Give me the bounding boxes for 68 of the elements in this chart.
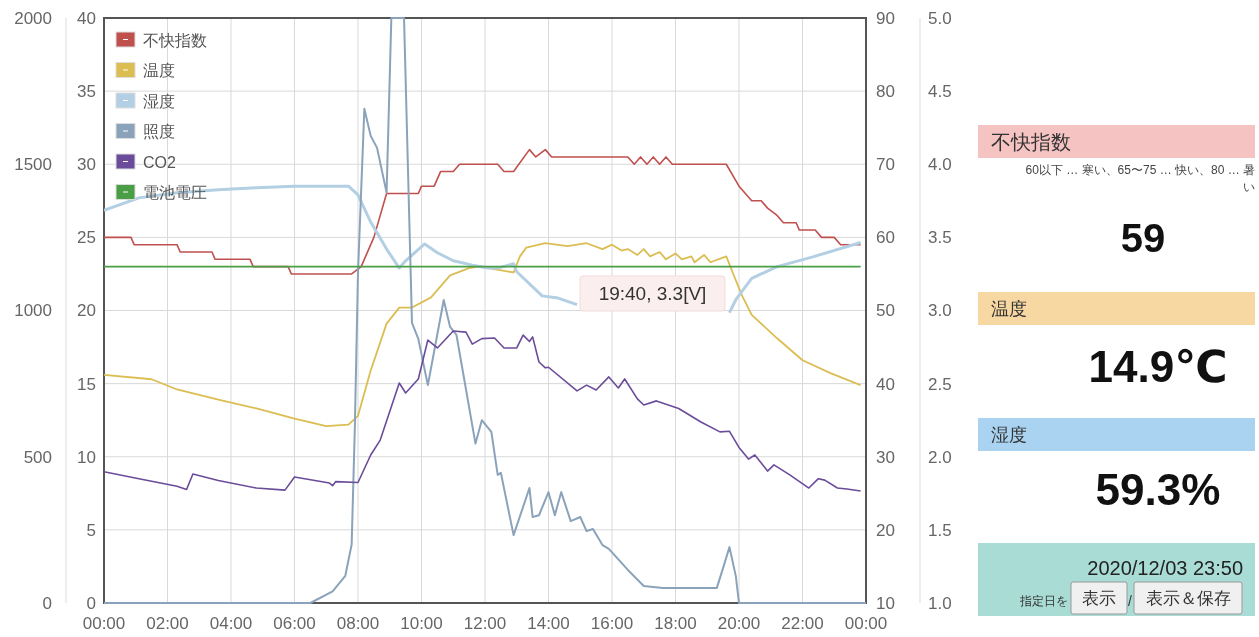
y-tick-label: 2.5 [928, 374, 952, 394]
text: 59 [1120, 216, 1166, 260]
y-tick-label: 5.0 [928, 8, 952, 28]
legend-label: 照度 [143, 123, 175, 141]
y-tick-label: 3.5 [928, 228, 952, 248]
y2-tick-label: 70 [876, 155, 895, 175]
y-tick-label: 1.0 [928, 593, 952, 613]
y-tick-label: 0 [86, 593, 96, 613]
y-tick-label: 5 [86, 520, 96, 540]
y3-tick-label: 1500 [14, 155, 52, 175]
legend-label: 不快指数 [143, 31, 207, 49]
y2-tick-label: 30 [876, 447, 895, 467]
text: 14.9℃ [1088, 342, 1228, 391]
y3-tick-label: 1000 [14, 301, 52, 321]
x-tick-label: 00:00 [844, 614, 888, 633]
line-series [104, 242, 862, 427]
x-tick-label: 14:00 [527, 614, 570, 633]
y-tick-label: 3.0 [928, 301, 952, 321]
x-tick-label: 12:00 [463, 614, 507, 633]
text: / [1128, 592, 1133, 609]
x-tick-label: 00:00 [82, 614, 126, 633]
y-tick-label: 30 [77, 155, 96, 175]
x-tick-label: 04:00 [209, 614, 253, 633]
y3-tick-label: 0 [42, 593, 52, 613]
y3-tick-label: 2000 [14, 8, 52, 28]
y-tick-label: 4.0 [928, 155, 952, 175]
y-tick-label: 35 [77, 82, 96, 102]
y2-tick-label: 20 [876, 520, 895, 540]
text: 2020/12/03 23:50 [1087, 557, 1243, 579]
legend-label: 電池電圧 [143, 184, 207, 202]
category-label: 温度 [991, 299, 1027, 320]
y2-tick-label: 80 [876, 82, 895, 102]
category-label: 不快指数 [991, 131, 1071, 153]
y3-tick-label: 500 [23, 447, 52, 467]
x-tick-label: 06:00 [273, 614, 316, 633]
x-tick-label: 10:00 [400, 614, 443, 633]
x-tick-label: 08:00 [336, 614, 380, 633]
y-tick-label: 25 [77, 228, 96, 248]
x-tick-label: 22:00 [781, 614, 824, 633]
legend-label: CO2 [143, 153, 176, 171]
y-tick-label: 1.5 [928, 520, 952, 540]
text: 59.3% [1095, 465, 1221, 514]
text: 60以下 … 寒い、65〜75 … 快い、80 … 暑い [1025, 163, 1255, 194]
x-tick-label: 16:00 [590, 614, 634, 633]
y-tick-label: 2.0 [928, 447, 952, 467]
y-tick-label: 15 [77, 374, 96, 394]
y2-tick-label: 40 [876, 374, 895, 394]
annotation: 19:40, 3.3[V] [598, 283, 707, 305]
x-tick-label: 02:00 [146, 614, 189, 633]
x-tick-label: 18:00 [654, 614, 697, 633]
y2-tick-label: 90 [876, 8, 895, 28]
y2-tick-label: 10 [876, 593, 895, 613]
y-tick-label: 20 [77, 301, 96, 321]
line-series [104, 148, 862, 275]
y-tick-label: 4.5 [928, 82, 952, 102]
y2-tick-label: 50 [876, 301, 895, 321]
x-tick-label: 20:00 [717, 614, 761, 633]
category-label: 湿度 [991, 425, 1027, 446]
legend-label: 温度 [143, 62, 175, 80]
y-tick-label: 10 [77, 447, 96, 467]
show-and-save-button: 表示＆保存 [1133, 581, 1243, 615]
line-series [104, 17, 866, 604]
y2-tick-label: 60 [876, 228, 895, 248]
legend-label: 湿度 [143, 92, 175, 110]
y-tick-label: 40 [77, 8, 96, 28]
text: 指定日を [1019, 594, 1068, 609]
show-button: 表示 [1070, 581, 1128, 615]
line-series [104, 330, 862, 492]
